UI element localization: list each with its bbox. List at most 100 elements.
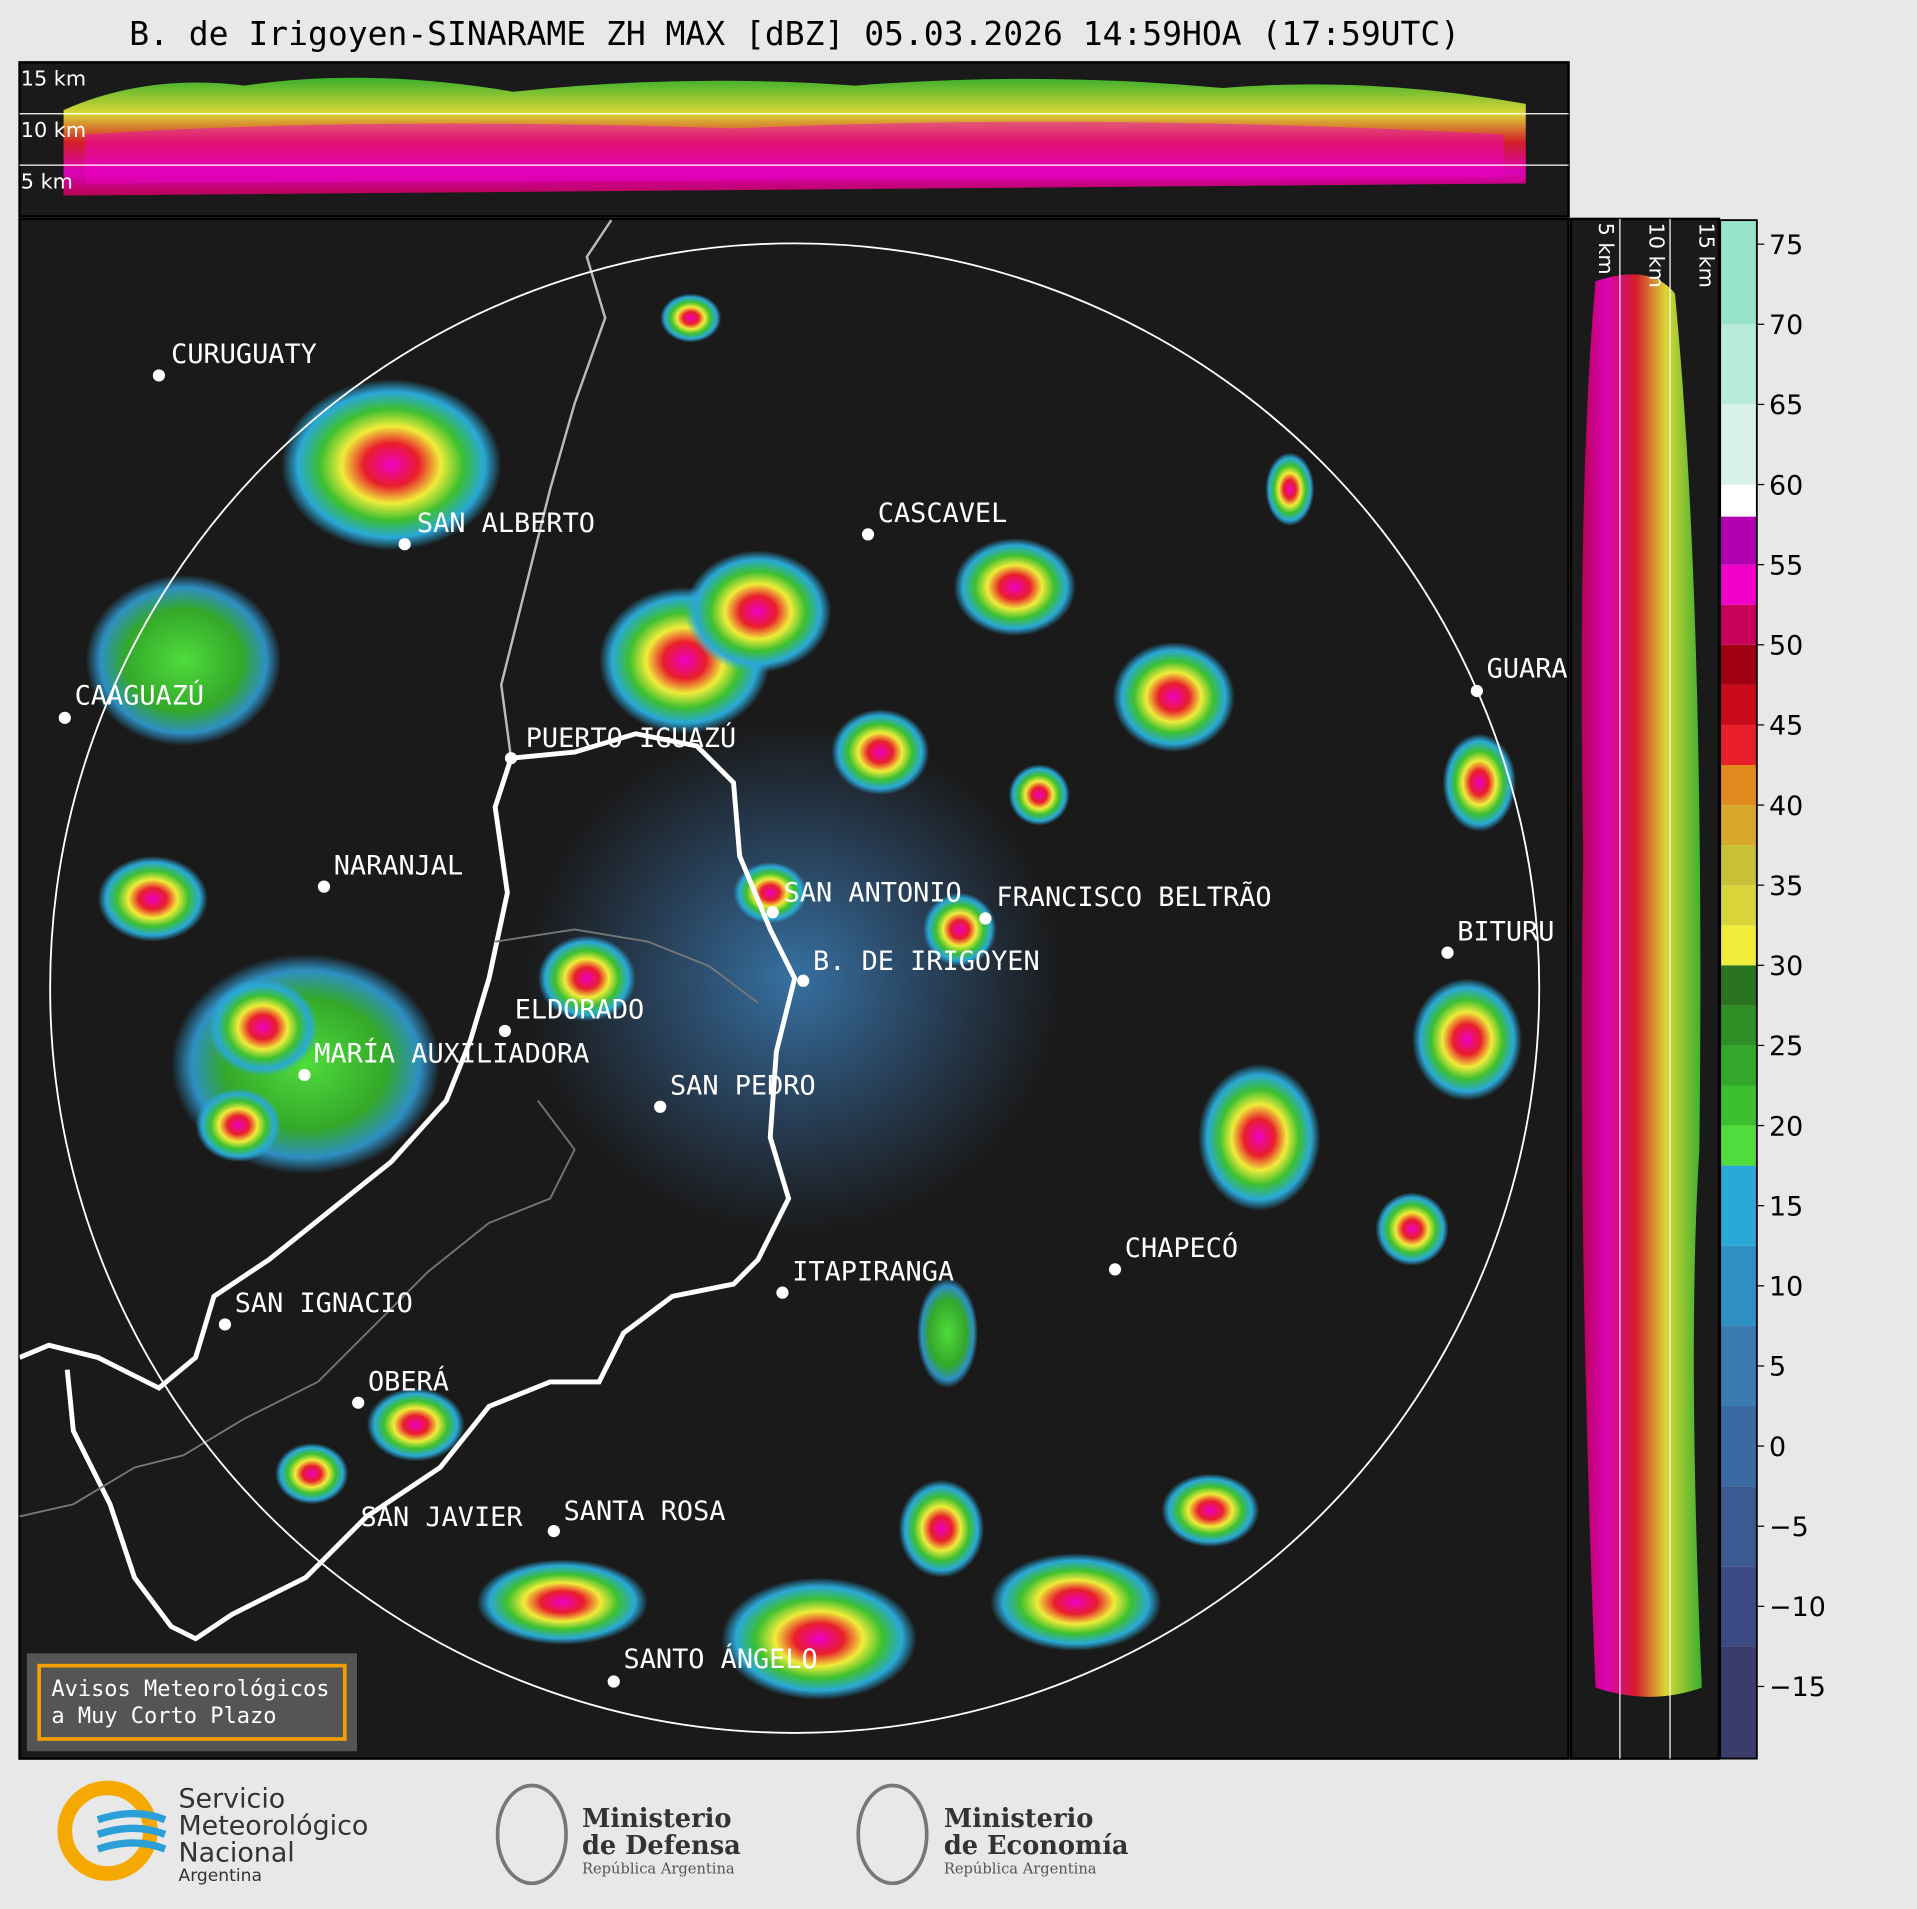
city-dot xyxy=(766,906,779,919)
city-dot xyxy=(317,880,331,893)
colorbar-band xyxy=(1720,1325,1757,1407)
city-dot xyxy=(1108,1263,1122,1276)
colorbar-band xyxy=(1720,604,1757,645)
colorbar-tick-label: 60 xyxy=(1769,470,1803,501)
logo-text: Ministerio xyxy=(944,1804,1094,1834)
colorbar-band xyxy=(1720,1406,1757,1487)
city-label: SANTA ROSA xyxy=(564,1496,726,1527)
colorbar-band xyxy=(1720,1005,1757,1046)
city-label: SAN ANTONIO xyxy=(784,877,962,908)
logo-text: de Defensa xyxy=(582,1831,741,1861)
height-label: 5 km xyxy=(1594,223,1618,275)
colorbar-band xyxy=(1720,484,1757,517)
city-dot xyxy=(797,974,810,987)
colorbar-band xyxy=(1720,1165,1757,1246)
city-dot xyxy=(654,1100,667,1113)
colorbar-band xyxy=(1720,724,1757,765)
logo-text: Ministerio xyxy=(582,1804,732,1834)
colorbar-tick-label: −5 xyxy=(1769,1512,1809,1543)
city-label: PUERTO IGUAZÚ xyxy=(526,722,736,754)
city-label: CAAGUAZÚ xyxy=(75,679,205,711)
colorbar-band xyxy=(1720,564,1757,605)
colorbar-band xyxy=(1720,764,1757,806)
city-dot xyxy=(1441,946,1454,959)
city-dot xyxy=(498,1024,512,1038)
side-profile: 5 km 10 km 15 km xyxy=(1569,217,1721,1760)
logo-text: República Argentina xyxy=(944,1861,1097,1878)
city-dot xyxy=(547,1524,560,1538)
colorbar-tick-label: 0 xyxy=(1769,1432,1786,1463)
city-dot xyxy=(979,912,992,925)
city-label: SANTO ÁNGELO xyxy=(624,1643,818,1675)
city-label: CHAPECÓ xyxy=(1125,1232,1238,1264)
logo-text: Meteorológico xyxy=(178,1810,368,1841)
city-dot xyxy=(352,1396,365,1409)
warning-box[interactable] xyxy=(26,1653,357,1752)
colorbar-tick-label: 25 xyxy=(1769,1031,1803,1062)
colorbar-band xyxy=(1720,805,1757,846)
city-label: MARÍA AUXILIADORA xyxy=(314,1038,589,1070)
city-label: SAN IGNACIO xyxy=(235,1288,413,1319)
colorbar-band xyxy=(1720,845,1757,886)
colorbar-tick-label: 30 xyxy=(1769,951,1803,982)
city-label: SAN ALBERTO xyxy=(417,508,595,539)
city-label: ITAPIRANGA xyxy=(792,1256,954,1287)
logo-text: Argentina xyxy=(178,1866,261,1886)
colorbar-band xyxy=(1720,324,1757,405)
logos: Servicio Meteorológico Nacional Argentin… xyxy=(57,1780,1129,1886)
city-dot xyxy=(504,752,518,765)
height-label: 15 km xyxy=(21,67,86,91)
city-dot xyxy=(298,1068,311,1082)
city-dot xyxy=(607,1675,620,1688)
colorbar-tick-label: 75 xyxy=(1769,230,1803,261)
city-label: GUARA xyxy=(1487,654,1568,685)
city-label: SAN PEDRO xyxy=(670,1071,816,1102)
city-label: ELDORADO xyxy=(515,995,645,1026)
colorbar-tick-label: −10 xyxy=(1769,1592,1826,1623)
city-dot xyxy=(398,538,411,551)
city-label: CASCAVEL xyxy=(878,498,1008,529)
borders xyxy=(19,219,798,1642)
city-label: CURUGUATY xyxy=(171,339,317,370)
city-label: FRANCISCO BELTRÃO xyxy=(996,881,1271,913)
city-label: NARANJAL xyxy=(334,850,464,881)
colorbar-band xyxy=(1720,220,1757,325)
colorbar-band xyxy=(1720,1245,1757,1326)
colorbar-band xyxy=(1720,516,1757,565)
colorbar-frame xyxy=(1719,219,1758,1760)
city-dot xyxy=(1470,684,1483,698)
colorbar-band xyxy=(1720,404,1757,485)
city-label: SAN JAVIER xyxy=(361,1502,524,1533)
city-label: B. DE IRIGOYEN xyxy=(813,946,1040,977)
city-dot xyxy=(776,1286,789,1299)
colorbar-tick-label: 50 xyxy=(1769,631,1803,662)
map: CURUGUATY SAN ALBERTO CASCAVEL CAAGUAZÚ GUAR… xyxy=(18,217,1570,1760)
city-dot xyxy=(58,711,71,724)
city-dot xyxy=(152,369,166,382)
colorbar-tick-label: 70 xyxy=(1769,310,1803,341)
colorbar-band xyxy=(1720,925,1757,966)
top-profile: 15 km 10 km 5 km xyxy=(18,61,1570,218)
colorbar-band xyxy=(1720,1566,1757,1647)
logo-text: de Economía xyxy=(944,1831,1129,1861)
colorbar-tick-label: 15 xyxy=(1769,1191,1803,1222)
colorbar-tick-label: 65 xyxy=(1769,390,1803,421)
colorbar-band xyxy=(1720,1125,1757,1166)
colorbar-band xyxy=(1720,1646,1757,1759)
colorbar-band xyxy=(1720,965,1757,1006)
height-label: 5 km xyxy=(21,169,73,193)
colorbar-tick-label: −15 xyxy=(1769,1672,1826,1703)
city-dot xyxy=(861,528,875,541)
colorbar-band xyxy=(1720,885,1757,926)
colorbar-tick-label: 10 xyxy=(1769,1272,1803,1303)
cities: CURUGUATY SAN ALBERTO CASCAVEL CAAGUAZÚ GUAR… xyxy=(58,339,1568,1688)
colorbar-tick-label: 35 xyxy=(1769,871,1803,902)
colorbar-band xyxy=(1720,1045,1757,1086)
warning-text: a Muy Corto Plazo xyxy=(51,1704,276,1729)
colorbar-band xyxy=(1720,1486,1757,1567)
colorbar-band xyxy=(1720,684,1757,725)
city-label: OBERÁ xyxy=(368,1365,449,1397)
logo-text: República Argentina xyxy=(582,1861,735,1878)
